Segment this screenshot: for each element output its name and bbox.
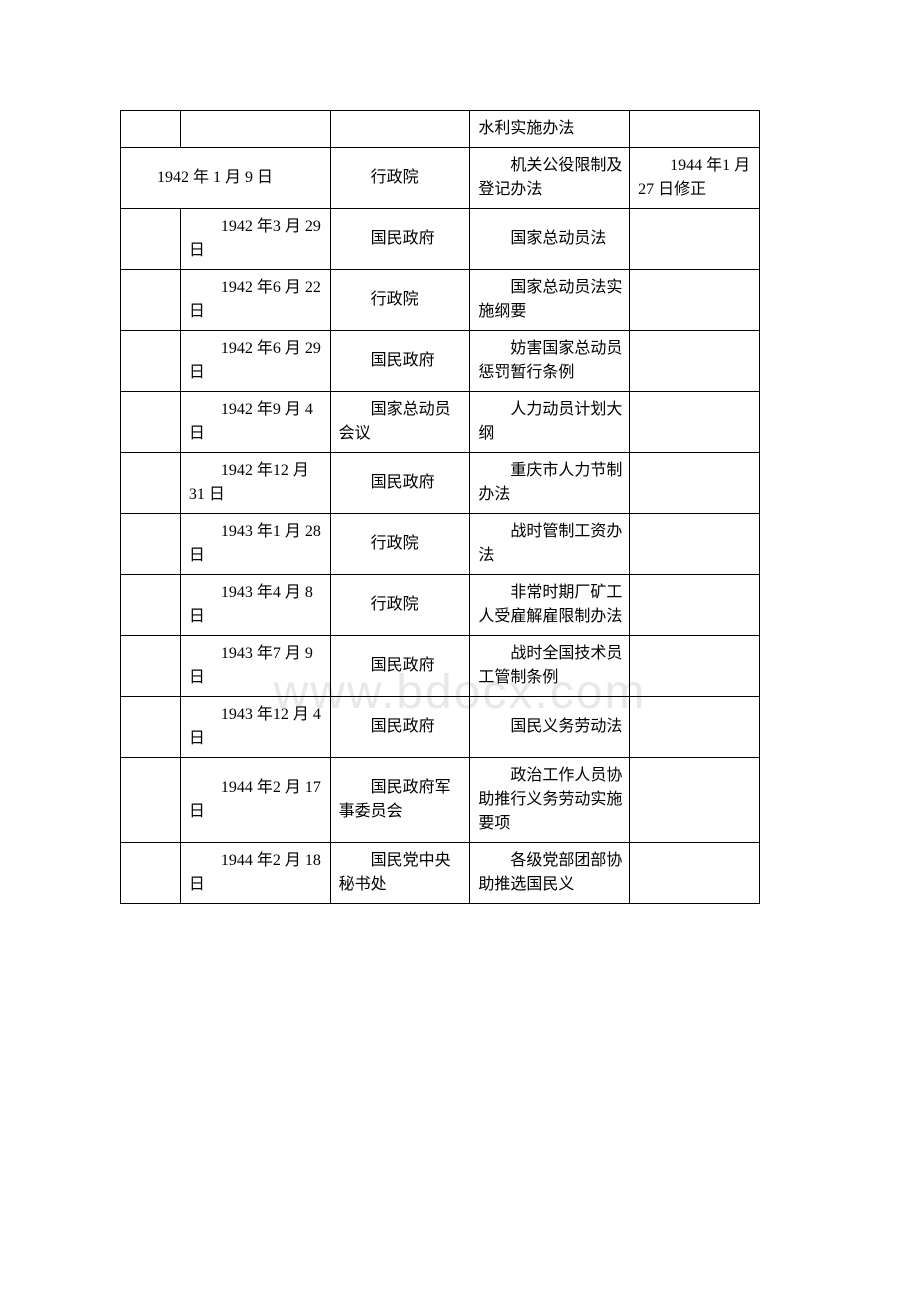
cell-law-name: 国家总动员法实施纲要 <box>470 270 630 331</box>
cell-note <box>630 392 760 453</box>
cell-authority: 国民政府 <box>330 331 470 392</box>
table-row: 1942 年6 月 22 日 行政院 国家总动员法实施纲要 <box>121 270 760 331</box>
cell-date: 1943 年7 月 9 日 <box>180 636 330 697</box>
cell-law-name: 各级党部团部协助推选国民义 <box>470 843 630 904</box>
cell-law-name: 妨害国家总动员惩罚暂行条例 <box>470 331 630 392</box>
cell-col1 <box>121 111 181 148</box>
cell-note <box>630 209 760 270</box>
cell-date: 1944 年2 月 17 日 <box>180 758 330 843</box>
cell-authority: 行政院 <box>330 575 470 636</box>
cell-date: 1942 年12 月 31 日 <box>180 453 330 514</box>
table-row: 1943 年12 月 4 日 国民政府 国民义务劳动法 <box>121 697 760 758</box>
cell-authority: 国家总动员会议 <box>330 392 470 453</box>
cell-col1 <box>121 331 181 392</box>
cell-authority: 行政院 <box>330 514 470 575</box>
cell-date: 1942 年6 月 22 日 <box>180 270 330 331</box>
cell-note <box>630 514 760 575</box>
cell-authority: 国民党中央秘书处 <box>330 843 470 904</box>
laws-table: 水利实施办法 1942 年 1 月 9 日 行政院 机关公役限制及登记办法 19… <box>120 110 760 904</box>
cell-authority: 国民政府军事委员会 <box>330 758 470 843</box>
cell-law-name: 人力动员计划大纲 <box>470 392 630 453</box>
cell-col1 <box>121 697 181 758</box>
cell-col1 <box>121 758 181 843</box>
cell-note <box>630 270 760 331</box>
cell-date: 1942 年9 月 4 日 <box>180 392 330 453</box>
cell-law-name: 战时管制工资办法 <box>470 514 630 575</box>
cell-law-name: 重庆市人力节制办法 <box>470 453 630 514</box>
table-row: 1942 年9 月 4 日 国家总动员会议 人力动员计划大纲 <box>121 392 760 453</box>
cell-date: 1942 年3 月 29 日 <box>180 209 330 270</box>
cell-law-name: 国家总动员法 <box>470 209 630 270</box>
cell-authority: 国民政府 <box>330 209 470 270</box>
cell-col1 <box>121 636 181 697</box>
cell-authority: 国民政府 <box>330 697 470 758</box>
cell-note <box>630 575 760 636</box>
document-table-container: 水利实施办法 1942 年 1 月 9 日 行政院 机关公役限制及登记办法 19… <box>120 110 760 904</box>
cell-note: 1944 年1 月 27 日修正 <box>630 148 760 209</box>
cell-date: 1944 年2 月 18 日 <box>180 843 330 904</box>
cell-law-name: 水利实施办法 <box>470 111 630 148</box>
table-row: 1943 年7 月 9 日 国民政府 战时全国技术员工管制条例 <box>121 636 760 697</box>
cell-date: 1943 年12 月 4 日 <box>180 697 330 758</box>
cell-date: 1942 年6 月 29 日 <box>180 331 330 392</box>
cell-law-name: 国民义务劳动法 <box>470 697 630 758</box>
table-row: 1942 年6 月 29 日 国民政府 妨害国家总动员惩罚暂行条例 <box>121 331 760 392</box>
cell-date: 1943 年1 月 28 日 <box>180 514 330 575</box>
cell-col1 <box>121 270 181 331</box>
cell-date-merged: 1942 年 1 月 9 日 <box>121 148 331 209</box>
cell-col1 <box>121 843 181 904</box>
table-row: 1942 年12 月 31 日 国民政府 重庆市人力节制办法 <box>121 453 760 514</box>
cell-note <box>630 758 760 843</box>
cell-law-name: 政治工作人员协助推行义务劳动实施要项 <box>470 758 630 843</box>
cell-col1 <box>121 392 181 453</box>
cell-col1 <box>121 575 181 636</box>
cell-law-name: 非常时期厂矿工人受雇解雇限制办法 <box>470 575 630 636</box>
cell-col1 <box>121 514 181 575</box>
cell-note <box>630 331 760 392</box>
table-row: 水利实施办法 <box>121 111 760 148</box>
table-row: 1943 年1 月 28 日 行政院 战时管制工资办法 <box>121 514 760 575</box>
cell-date: 1943 年4 月 8 日 <box>180 575 330 636</box>
cell-note <box>630 453 760 514</box>
cell-law-name: 战时全国技术员工管制条例 <box>470 636 630 697</box>
cell-authority <box>330 111 470 148</box>
table-row: 1944 年2 月 18 日 国民党中央秘书处 各级党部团部协助推选国民义 <box>121 843 760 904</box>
cell-law-name: 机关公役限制及登记办法 <box>470 148 630 209</box>
table-row: 1942 年 1 月 9 日 行政院 机关公役限制及登记办法 1944 年1 月… <box>121 148 760 209</box>
table-row: 1944 年2 月 17 日 国民政府军事委员会 政治工作人员协助推行义务劳动实… <box>121 758 760 843</box>
cell-col1 <box>121 453 181 514</box>
cell-note <box>630 111 760 148</box>
cell-note <box>630 697 760 758</box>
table-row: 1942 年3 月 29 日 国民政府 国家总动员法 <box>121 209 760 270</box>
cell-authority: 行政院 <box>330 270 470 331</box>
table-row: 1943 年4 月 8 日 行政院 非常时期厂矿工人受雇解雇限制办法 <box>121 575 760 636</box>
cell-col1 <box>121 209 181 270</box>
cell-note <box>630 843 760 904</box>
cell-authority: 国民政府 <box>330 636 470 697</box>
cell-date <box>180 111 330 148</box>
cell-authority: 国民政府 <box>330 453 470 514</box>
cell-note <box>630 636 760 697</box>
cell-authority: 行政院 <box>330 148 470 209</box>
